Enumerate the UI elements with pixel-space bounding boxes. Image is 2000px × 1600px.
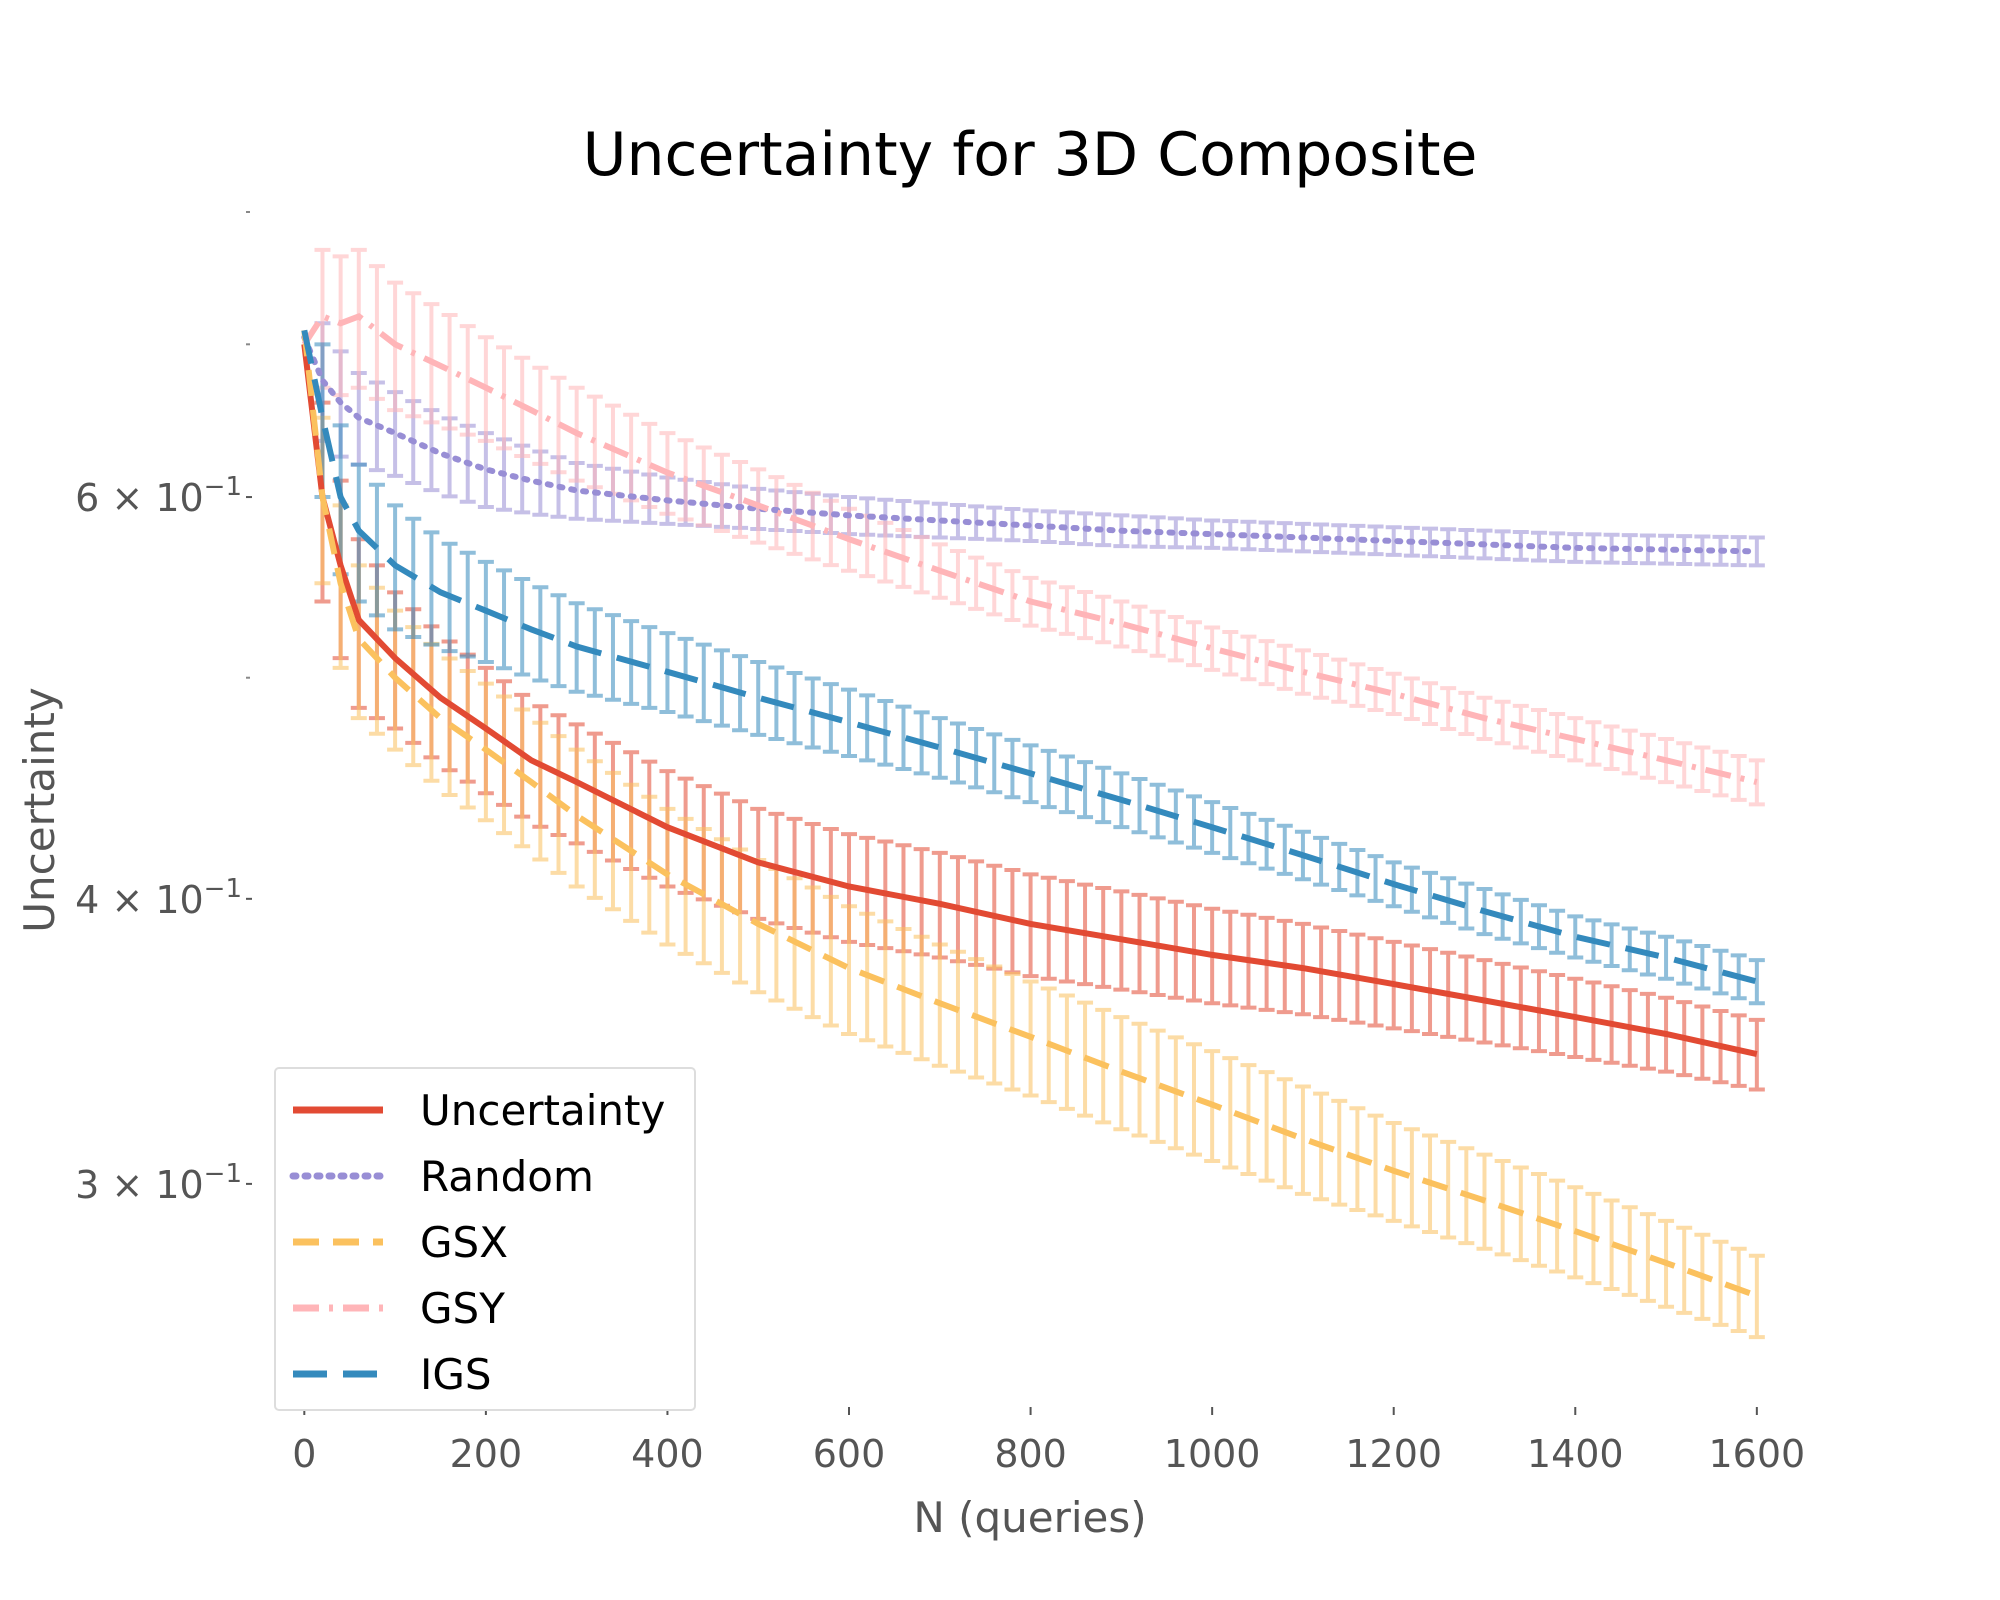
series-line-gsy bbox=[301, 312, 1758, 786]
x-tick-label: 600 bbox=[813, 1432, 886, 1476]
x-tick-label: 0 bbox=[292, 1432, 316, 1476]
legend-item-gsy: GSY bbox=[293, 1284, 505, 1333]
legend: Uncertainty Random GSX GSY IGS bbox=[274, 1067, 696, 1411]
legend-label: GSY bbox=[420, 1284, 505, 1333]
x-axis-ticks: 0 200 400 600 800 1000 1200 1400 1600 bbox=[292, 1407, 1805, 1476]
legend-label: Random bbox=[420, 1152, 594, 1201]
error-bars-igs bbox=[314, 342, 1765, 1006]
y-tick-label: 6 × 10−1 bbox=[75, 472, 242, 520]
legend-label: Uncertainty bbox=[420, 1086, 665, 1135]
x-tick-label: 1000 bbox=[1164, 1432, 1261, 1476]
series-line-uncertainty bbox=[301, 343, 1758, 1058]
series-line-gsx bbox=[301, 329, 1758, 1299]
legend-box bbox=[274, 1067, 696, 1411]
legend-item-gsx: GSX bbox=[293, 1218, 508, 1267]
error-bars-random bbox=[314, 321, 1765, 568]
x-tick-label: 1400 bbox=[1527, 1432, 1624, 1476]
x-tick-label: 1600 bbox=[1708, 1432, 1805, 1476]
error-bars-uncertainty bbox=[314, 400, 1765, 1092]
legend-label: GSX bbox=[420, 1218, 508, 1267]
error-bars-gsx bbox=[314, 415, 1765, 1340]
chart-title: Uncertainty for 3D Composite bbox=[583, 120, 1478, 190]
x-tick-label: 1200 bbox=[1345, 1432, 1442, 1476]
x-axis-label: N (queries) bbox=[913, 1493, 1146, 1542]
legend-item-uncertainty: Uncertainty bbox=[293, 1086, 665, 1135]
x-tick-label: 200 bbox=[450, 1432, 523, 1476]
x-tick-label: 800 bbox=[994, 1432, 1067, 1476]
series-line-random bbox=[301, 334, 1760, 555]
y-axis-ticks: 6 × 10−1 4 × 10−1 3 × 10−1 bbox=[75, 211, 252, 1207]
legend-item-random: Random bbox=[289, 1152, 594, 1201]
series-lines-layer bbox=[301, 312, 1760, 1299]
x-tick-label: 400 bbox=[631, 1432, 704, 1476]
legend-label: IGS bbox=[420, 1350, 492, 1399]
y-tick-label: 3 × 10−1 bbox=[75, 1159, 242, 1207]
y-tick-label: 4 × 10−1 bbox=[75, 874, 242, 922]
legend-item-igs: IGS bbox=[293, 1350, 492, 1399]
y-axis-label: Uncertainty bbox=[15, 687, 64, 932]
series-line-igs bbox=[301, 329, 1758, 985]
